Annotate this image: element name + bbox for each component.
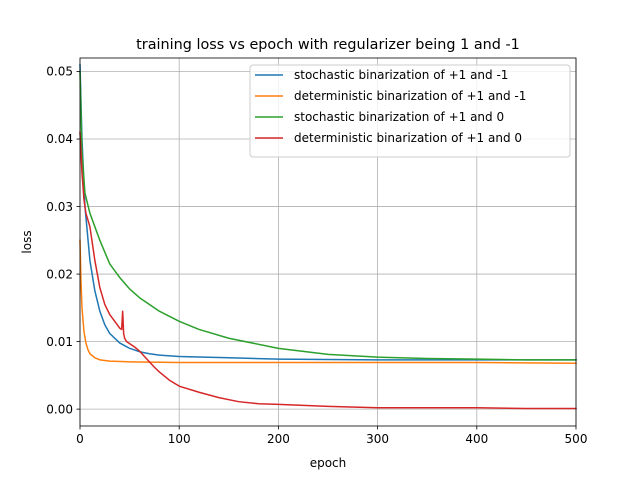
series-line-4	[79, 131, 577, 410]
ticks: 0 100 200 300 400 500 0.00 0.01 0.02 0.03 0.04 0.05	[46, 65, 587, 446]
x-axis-label: epoch	[310, 456, 347, 470]
y-tick-label: 0.00	[46, 402, 73, 416]
series-line-3	[79, 70, 577, 361]
y-tick-label: 0.04	[46, 132, 73, 146]
legend: stochastic binarization of +1 and -1 dete…	[249, 64, 571, 158]
series-line-2	[79, 239, 577, 364]
series-line-1	[79, 63, 577, 361]
x-tick-label: 200	[267, 432, 290, 446]
legend-label-3: stochastic binarization of +1 and 0	[294, 110, 504, 124]
y-tick-label: 0.03	[46, 200, 73, 214]
y-tick-label: 0.02	[46, 267, 73, 281]
plot-frame	[79, 57, 577, 427]
legend-label-2: deterministic binarization of +1 and -1	[294, 89, 526, 103]
x-tick-label: 300	[366, 432, 389, 446]
y-axis-label: loss	[20, 230, 34, 253]
x-tick-label: 400	[465, 432, 488, 446]
x-tick-label: 100	[168, 432, 191, 446]
legend-label-1: stochastic binarization of +1 and -1	[294, 68, 508, 82]
legend-box	[249, 64, 571, 158]
x-tick-label: 0	[76, 432, 84, 446]
x-tick-label: 500	[565, 432, 588, 446]
chart-title: training loss vs epoch with regularizer …	[136, 37, 520, 53]
legend-label-4: deterministic binarization of +1 and 0	[294, 131, 522, 145]
series-group	[79, 63, 577, 410]
y-tick-label: 0.05	[46, 65, 73, 79]
y-tick-label: 0.01	[46, 335, 73, 349]
